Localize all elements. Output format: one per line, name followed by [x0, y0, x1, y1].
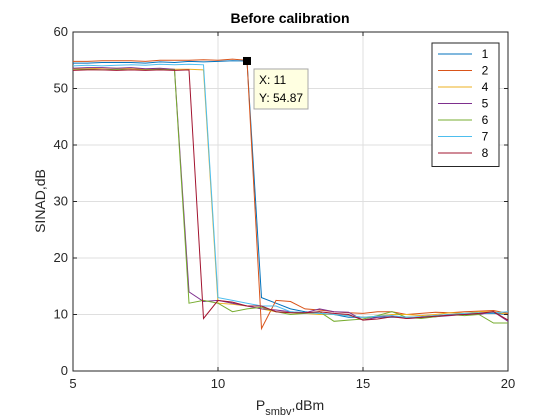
- y-tick-label: 20: [54, 250, 68, 265]
- x-axis-label-rest: ,dBm: [291, 397, 324, 413]
- legend-label: 5: [482, 97, 489, 111]
- datatip-marker: [243, 56, 251, 65]
- legend-label: 8: [482, 146, 489, 160]
- chart-title: Before calibration: [230, 10, 349, 26]
- datatip-x-text: X: 11: [259, 73, 286, 87]
- datatip-box: [253, 68, 309, 110]
- y-tick-label: 40: [54, 137, 68, 152]
- series-line-8: [72, 69, 509, 321]
- y-tick-label: 50: [54, 81, 68, 96]
- legend-box: [431, 42, 500, 167]
- x-axis-label-sub: smbv: [265, 406, 292, 418]
- series-line-2: [73, 58, 509, 331]
- legend-label: 6: [482, 113, 489, 127]
- y-tick-label: 30: [54, 194, 68, 209]
- series-line-7: [72, 63, 509, 318]
- x-tick-label: 5: [69, 376, 76, 391]
- datatip-y-text: Y: 54.87: [259, 91, 303, 105]
- y-axis-label: SINAD,dB: [32, 169, 48, 233]
- series-group: [72, 58, 509, 331]
- legend-label: 1: [482, 47, 489, 61]
- y-tick-label: 10: [54, 307, 68, 322]
- datatip[interactable]: X: 11 Y: 54.87: [243, 56, 309, 110]
- x-axis-label: Psmbv,dBm: [256, 397, 324, 418]
- legend-label: 4: [482, 80, 489, 94]
- x-tick-label: 20: [501, 376, 515, 391]
- legend-label: 7: [482, 130, 489, 144]
- y-tick-label: 0: [61, 363, 68, 378]
- x-axis-label-main: P: [256, 397, 265, 413]
- x-tick-label: 10: [211, 376, 225, 391]
- legend[interactable]: 1 2 4 5 6 7 8: [431, 42, 500, 167]
- legend-label: 2: [482, 64, 489, 78]
- x-tick-label: 15: [356, 376, 370, 391]
- y-tick-label: 60: [54, 24, 68, 39]
